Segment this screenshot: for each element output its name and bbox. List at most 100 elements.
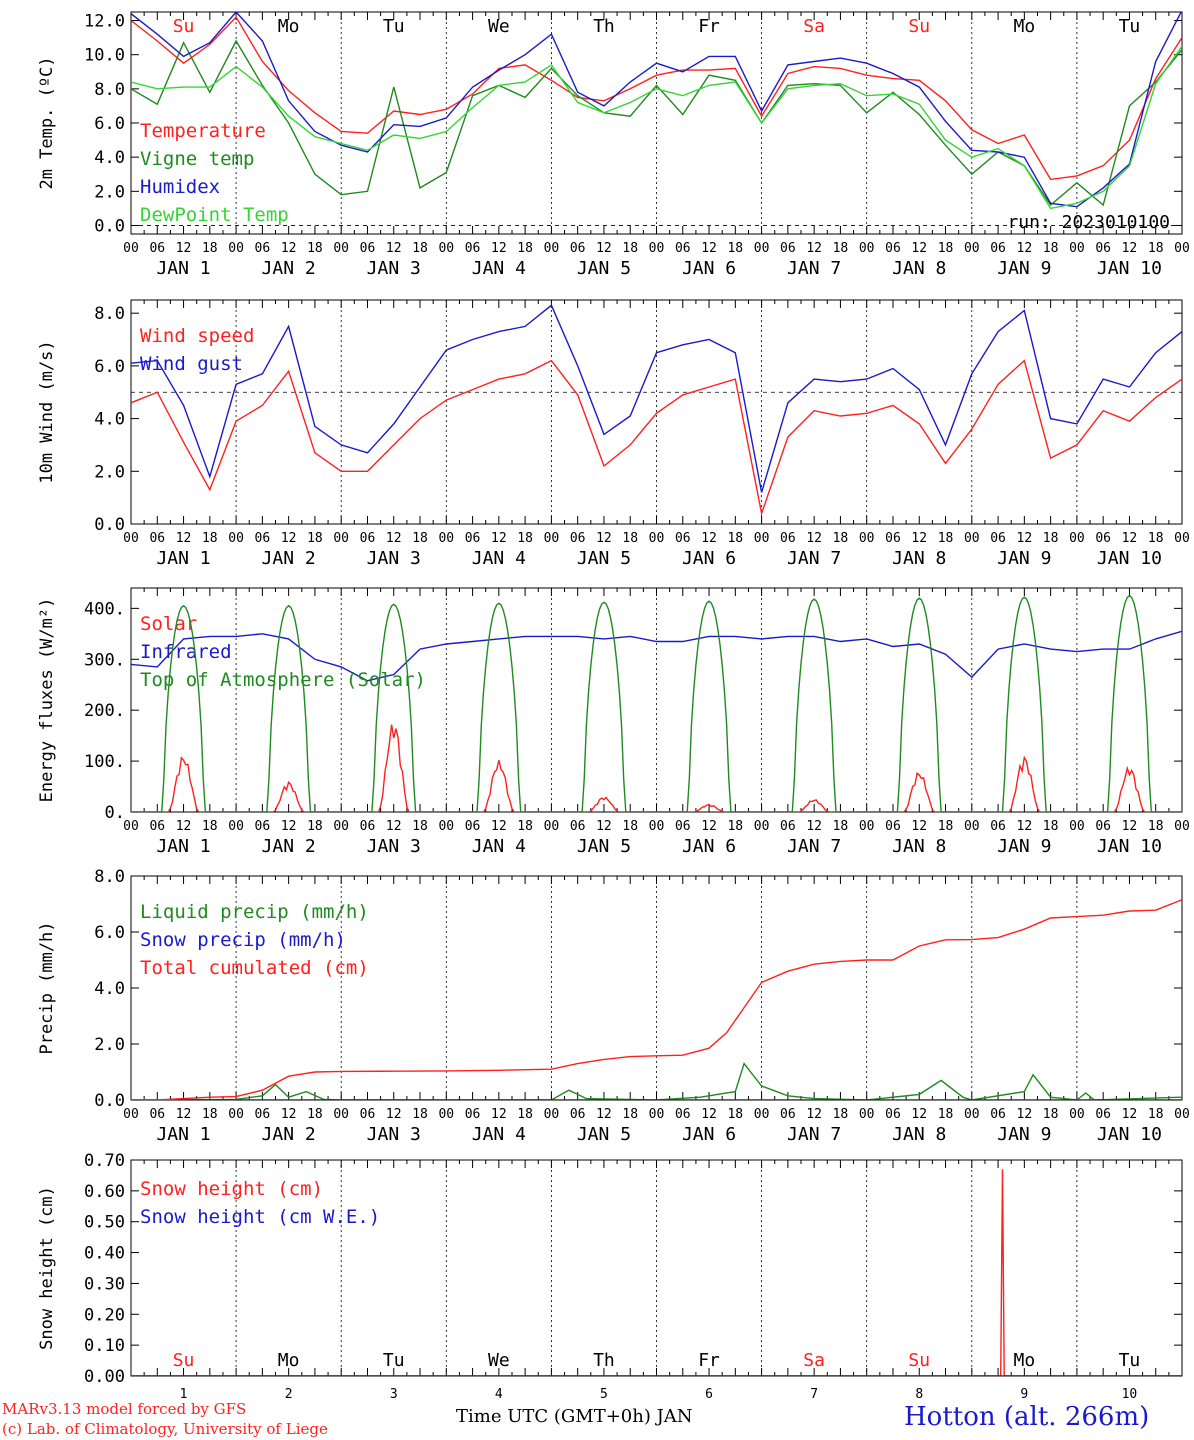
hour-tick-label: 12: [176, 531, 192, 546]
y-axis-title: 2m Temp. (ºC): [37, 56, 57, 189]
hour-tick-label: 06: [990, 241, 1006, 256]
date-label: JAN 4: [472, 548, 526, 569]
lab-credit: (c) Lab. of Climatology, University of L…: [2, 1420, 328, 1438]
legend-entry: Snow height (cm W.E.): [140, 1206, 380, 1228]
hour-tick-label: 12: [491, 531, 507, 546]
hour-tick-label: 00: [123, 241, 139, 256]
date-label: JAN 6: [682, 836, 736, 857]
hour-tick-label: 00: [754, 531, 770, 546]
date-label: JAN 9: [997, 258, 1051, 279]
hour-tick-label: 18: [1043, 819, 1059, 834]
date-label: JAN 8: [892, 548, 946, 569]
date-label: JAN 5: [577, 258, 631, 279]
hour-tick-label: 00: [544, 819, 560, 834]
hour-tick-label: 18: [727, 1107, 743, 1122]
hour-tick-label: 00: [1174, 241, 1190, 256]
hour-tick-label: 00: [754, 241, 770, 256]
weekday-label: Mo: [278, 1350, 300, 1371]
hour-tick-label: 00: [859, 819, 875, 834]
hour-tick-label: 06: [465, 1107, 481, 1122]
legend-entry: Vigne temp: [140, 148, 254, 170]
hour-tick-label: 00: [649, 1107, 665, 1122]
date-label: JAN 3: [367, 548, 421, 569]
hour-tick-label: 00: [333, 819, 349, 834]
y-tick-label: 400.: [84, 599, 125, 619]
hour-tick-label: 06: [570, 531, 586, 546]
hour-tick-label: 00: [649, 241, 665, 256]
hour-tick-label: 18: [1148, 531, 1164, 546]
hour-tick-label: 00: [964, 531, 980, 546]
day-number-label: 9: [1020, 1387, 1028, 1402]
panel-5: 0.00 0.10 0.20 0.30 0.40 0.50 0.60 0.70 Snow hei…: [37, 1151, 1183, 1402]
hour-tick-label: 00: [438, 531, 454, 546]
day-number-label: 2: [285, 1387, 293, 1402]
weekday-label: We: [488, 16, 510, 37]
weekday-label: Tu: [383, 16, 405, 37]
y-tick-label: 200.: [84, 701, 125, 721]
y-tick-label: 2.0: [94, 462, 125, 482]
hour-tick-label: 00: [333, 1107, 349, 1122]
hour-tick-label: 18: [833, 819, 849, 834]
date-label: JAN 6: [682, 548, 736, 569]
hour-tick-label: 06: [255, 241, 271, 256]
y-tick-label: 4.0: [94, 410, 125, 430]
hour-tick-label: 06: [149, 1107, 165, 1122]
series-temperature: [131, 15, 1182, 181]
hour-tick-label: 00: [964, 241, 980, 256]
legend-entry: Top of Atmosphere (Solar): [140, 669, 426, 691]
weekday-label: Su: [908, 1350, 930, 1371]
hour-tick-label: 18: [833, 241, 849, 256]
hour-tick-label: 12: [281, 241, 297, 256]
hour-tick-label: 06: [465, 241, 481, 256]
weekday-label: Su: [908, 16, 930, 37]
hour-tick-label: 18: [938, 1107, 954, 1122]
y-axis-title: Precip (mm/h): [37, 921, 57, 1054]
legend-entry: Snow precip (mm/h): [140, 929, 346, 951]
date-label: JAN 7: [787, 836, 841, 857]
series-dewpoint-temp: [131, 45, 1182, 210]
day-number-label: 6: [705, 1387, 713, 1402]
y-tick-label: 4.0: [94, 979, 125, 999]
weekday-label: We: [488, 1350, 510, 1371]
hour-tick-label: 12: [911, 241, 927, 256]
hour-tick-label: 06: [1095, 1107, 1111, 1122]
hour-tick-label: 06: [990, 819, 1006, 834]
hour-tick-label: 06: [149, 819, 165, 834]
hour-tick-label: 12: [1122, 819, 1138, 834]
hour-tick-label: 06: [780, 819, 796, 834]
hour-tick-label: 18: [412, 241, 428, 256]
legend-entry: Humidex: [140, 176, 220, 198]
date-label: JAN 9: [997, 836, 1051, 857]
date-label: JAN 8: [892, 258, 946, 279]
series-liquid-precip-mm-h: [131, 1062, 1182, 1100]
series-total-cumulated-cm: [131, 899, 1182, 1100]
weekday-label: Fr: [698, 1350, 720, 1371]
hour-tick-label: 06: [990, 1107, 1006, 1122]
date-label: JAN 1: [156, 258, 210, 279]
date-label: JAN 2: [262, 548, 316, 569]
hour-tick-label: 18: [727, 531, 743, 546]
hour-tick-label: 12: [386, 1107, 402, 1122]
hour-tick-label: 00: [754, 819, 770, 834]
hour-tick-label: 06: [675, 819, 691, 834]
hour-tick-label: 12: [596, 819, 612, 834]
hour-tick-label: 00: [228, 531, 244, 546]
legend-entry: DewPoint Temp: [140, 204, 289, 226]
hour-tick-label: 00: [123, 531, 139, 546]
date-label: JAN 7: [787, 1124, 841, 1145]
panel-3: 0. 100. 200. 300. 400. Energy fluxes (W/m²) 00…: [37, 587, 1190, 857]
hour-tick-label: 18: [833, 531, 849, 546]
hour-tick-label: 12: [1122, 241, 1138, 256]
weekday-label: Sa: [803, 1350, 825, 1371]
weekday-label: Fr: [698, 16, 720, 37]
hour-tick-label: 12: [281, 531, 297, 546]
hour-tick-label: 06: [360, 241, 376, 256]
hour-tick-label: 06: [885, 1107, 901, 1122]
hour-tick-label: 18: [202, 531, 218, 546]
weekday-label: Th: [593, 1350, 615, 1371]
hour-tick-label: 18: [307, 1107, 323, 1122]
hour-tick-label: 06: [360, 531, 376, 546]
hour-tick-label: 18: [1148, 1107, 1164, 1122]
hour-tick-label: 18: [517, 531, 533, 546]
date-label: JAN 4: [472, 1124, 526, 1145]
